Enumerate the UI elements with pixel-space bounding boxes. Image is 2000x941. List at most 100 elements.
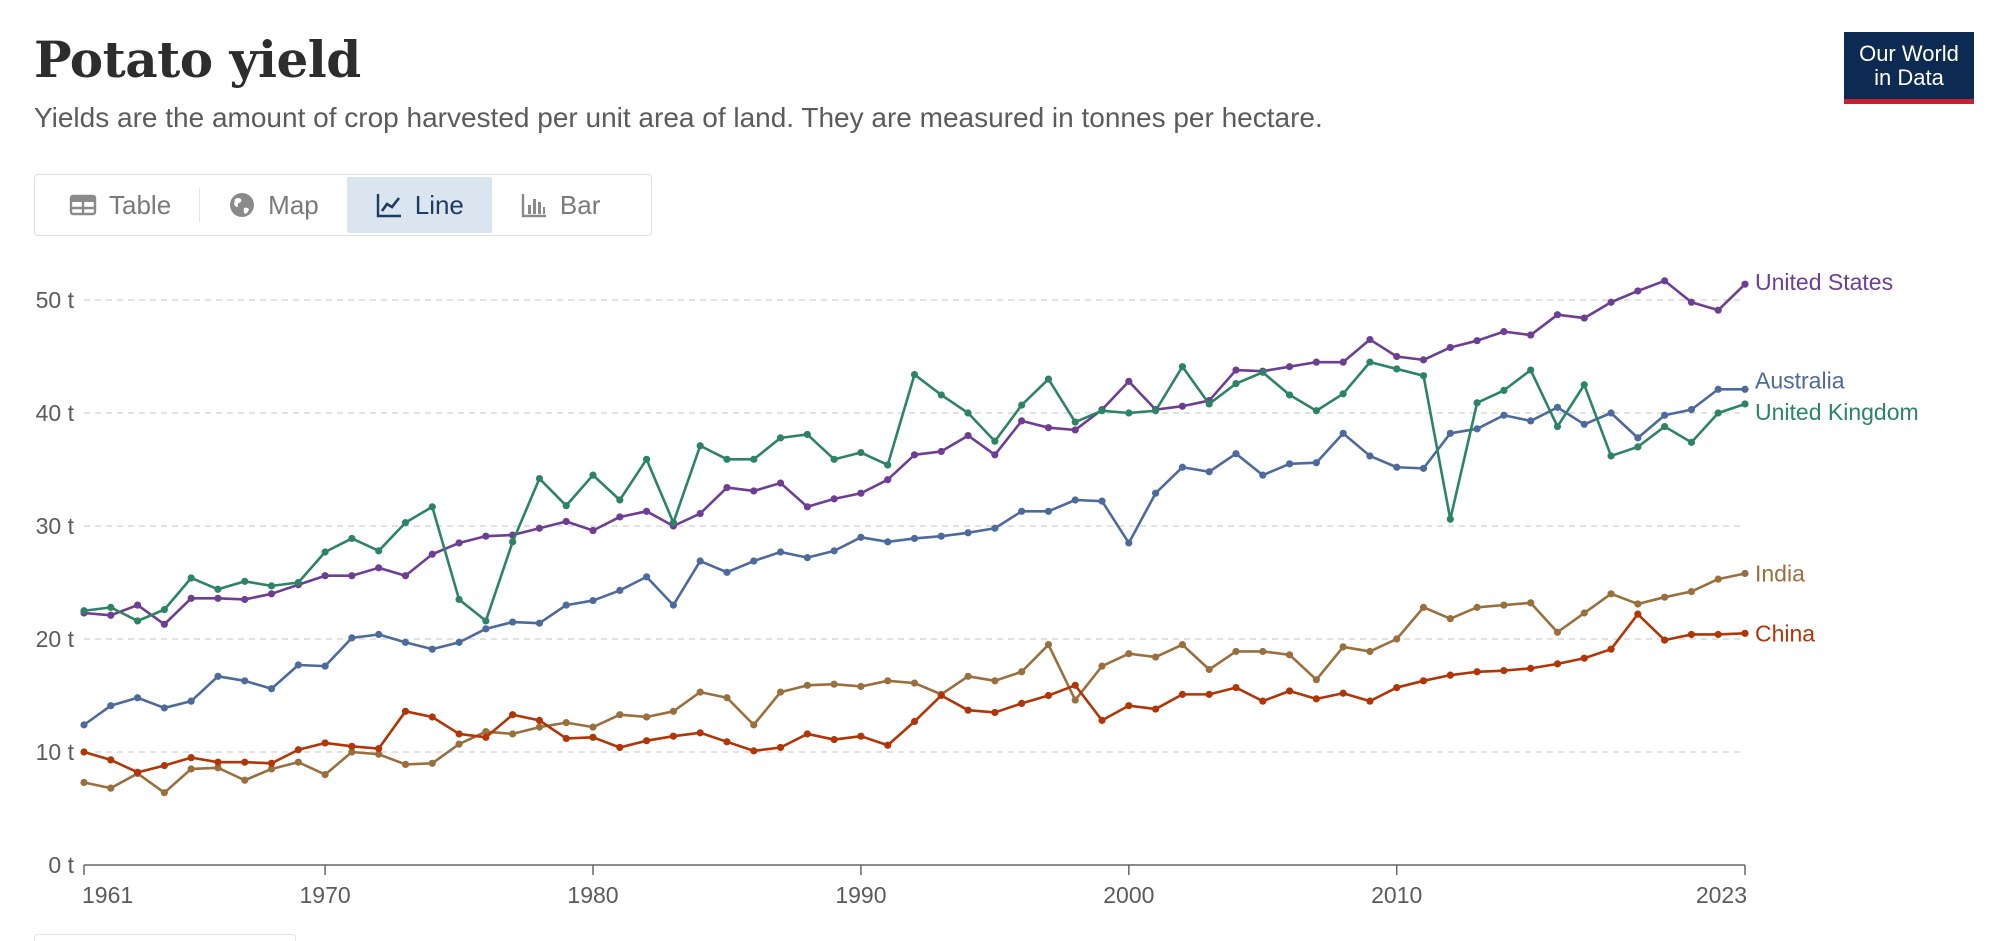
tab-map[interactable]: Map [200, 177, 347, 233]
data-point [535, 524, 544, 532]
data-point [1366, 647, 1374, 656]
data-point [1634, 610, 1642, 618]
data-point [1473, 668, 1481, 676]
data-point [348, 742, 356, 750]
data-point [1125, 409, 1133, 417]
data-point [1098, 497, 1106, 505]
data-point [1018, 668, 1026, 676]
y-tick-label: 20 t [36, 626, 75, 652]
data-point [1259, 697, 1267, 705]
data-point [455, 638, 463, 646]
logo-line-1: Our World [1859, 40, 1959, 66]
data-point [187, 697, 195, 705]
tab-table[interactable]: Table [41, 177, 199, 233]
data-point [1366, 358, 1374, 366]
data-point [696, 442, 704, 450]
data-point [509, 730, 517, 738]
data-point [1473, 399, 1481, 407]
data-point [1741, 385, 1749, 393]
data-point [776, 548, 785, 556]
data-point [509, 711, 517, 719]
data-point [1741, 569, 1749, 578]
data-point [589, 526, 597, 535]
data-point [964, 706, 972, 714]
data-point [1339, 390, 1347, 398]
data-point [1661, 411, 1669, 419]
data-point [1178, 690, 1187, 698]
data-point [857, 448, 865, 457]
owid-logo[interactable]: Our World in Data [1844, 32, 1974, 104]
data-point [241, 595, 249, 604]
data-point [1044, 375, 1053, 383]
data-point [1071, 496, 1079, 504]
series-line [83, 612, 1746, 774]
data-point [241, 758, 249, 766]
data-point [1419, 677, 1428, 685]
data-point [723, 738, 731, 746]
data-point [187, 594, 195, 602]
data-point [241, 577, 249, 585]
data-point [1527, 331, 1535, 339]
data-point [321, 771, 329, 779]
data-point [937, 391, 945, 399]
data-point [589, 596, 597, 605]
data-point [589, 733, 597, 741]
data-point [107, 603, 115, 611]
data-point [1687, 630, 1696, 639]
data-point [401, 707, 410, 715]
data-point [776, 688, 785, 696]
data-point [1071, 681, 1079, 689]
tab-line[interactable]: Line [346, 177, 492, 233]
data-point [723, 568, 731, 576]
data-point [991, 677, 999, 685]
data-point [401, 638, 410, 646]
footer-controls-edge [34, 934, 296, 941]
data-point [535, 723, 544, 731]
data-point [723, 694, 731, 702]
data-point [294, 661, 302, 669]
bar-chart-icon [521, 194, 546, 218]
data-point [1152, 705, 1160, 713]
data-point [1687, 298, 1696, 306]
tab-map-label: Map [268, 189, 319, 220]
logo-line-2: in Data [1874, 64, 1944, 90]
data-point [884, 476, 892, 484]
data-point [241, 776, 249, 784]
data-point [964, 432, 972, 440]
data-point [830, 547, 838, 555]
data-point [133, 617, 142, 625]
data-point [348, 634, 356, 642]
data-point [1339, 643, 1347, 651]
data-point [991, 437, 999, 445]
data-point [723, 483, 731, 492]
data-point [1580, 654, 1588, 662]
data-point [294, 578, 302, 587]
data-point [964, 409, 972, 417]
data-point [428, 759, 436, 767]
data-point [1285, 687, 1294, 695]
data-point [294, 758, 302, 766]
data-point [455, 595, 463, 604]
data-point [1446, 429, 1454, 437]
data-point [830, 455, 838, 463]
data-point [1125, 377, 1133, 385]
data-point [1500, 667, 1508, 675]
data-point [1580, 609, 1588, 617]
data-point [107, 784, 115, 792]
data-point [910, 370, 919, 379]
data-point [589, 471, 597, 479]
data-point [562, 734, 570, 743]
table-icon [69, 194, 97, 216]
data-point [1634, 434, 1642, 442]
tab-bar[interactable]: Bar [492, 177, 628, 233]
data-point [1687, 438, 1696, 446]
data-point [1205, 468, 1213, 476]
data-point [1152, 407, 1160, 415]
data-point [375, 547, 383, 555]
data-point [1473, 603, 1481, 611]
x-tick-label: 2010 [1371, 882, 1422, 908]
data-point [1419, 356, 1428, 364]
data-point [937, 532, 945, 540]
data-point [1500, 601, 1508, 609]
data-point [669, 732, 677, 740]
